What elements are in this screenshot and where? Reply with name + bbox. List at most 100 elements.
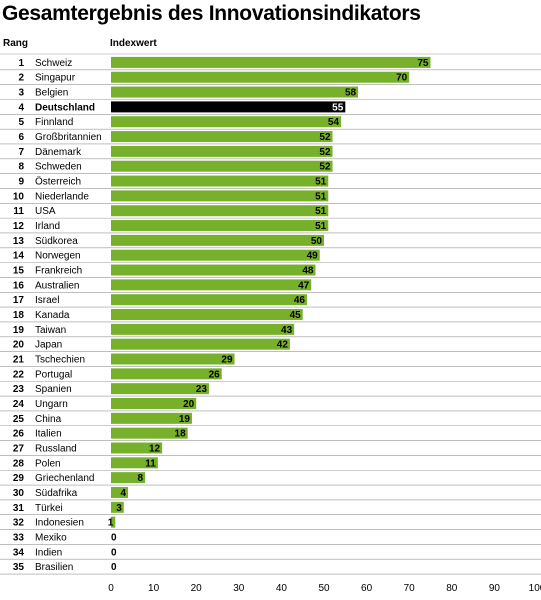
x-tick-label: 70 [404, 583, 416, 594]
rank-label: 25 [13, 414, 25, 425]
rank-label: 13 [13, 236, 25, 247]
value-label: 54 [328, 117, 340, 128]
x-tick-label: 40 [276, 583, 288, 594]
value-label: 51 [315, 206, 327, 217]
country-label: Mexiko [35, 532, 67, 543]
value-label: 43 [281, 325, 293, 336]
country-label: Taiwan [35, 325, 66, 336]
country-label: Australien [35, 280, 79, 291]
value-label: 0 [111, 532, 117, 543]
bar [111, 190, 329, 202]
value-label: 1 [108, 518, 114, 529]
value-label: 55 [332, 102, 344, 113]
bar [111, 175, 329, 187]
rank-label: 33 [13, 532, 25, 543]
value-label: 29 [221, 355, 233, 366]
rank-label: 5 [18, 117, 24, 128]
rank-label: 1 [18, 58, 24, 69]
value-label: 49 [307, 251, 319, 262]
rank-label: 32 [13, 518, 25, 529]
bar [111, 309, 303, 321]
x-tick-label: 30 [233, 583, 245, 594]
rank-label: 21 [13, 355, 25, 366]
country-label: USA [35, 206, 56, 217]
country-label: China [35, 414, 62, 425]
rank-label: 16 [13, 280, 25, 291]
bar [111, 353, 235, 365]
value-label: 58 [345, 88, 357, 99]
value-label: 4 [120, 488, 126, 499]
bar [111, 501, 124, 513]
bar [111, 398, 197, 410]
value-label: 19 [179, 414, 191, 425]
rank-label: 19 [13, 325, 25, 336]
value-label: 52 [319, 162, 331, 173]
country-label: Indonesien [35, 518, 84, 529]
rank-label: 7 [18, 147, 24, 158]
bar-highlight [111, 101, 346, 113]
country-label: Türkei [35, 503, 63, 514]
bar [111, 516, 116, 528]
rank-label: 24 [13, 399, 25, 410]
index-column-header: Indexwert [110, 38, 157, 49]
rank-label: 11 [13, 206, 24, 217]
rank-label: 34 [13, 547, 25, 558]
country-label: Schweiz [35, 58, 72, 69]
value-label: 11 [145, 458, 156, 469]
bar [111, 442, 163, 454]
x-tick-label: 20 [191, 583, 203, 594]
rank-label: 15 [13, 266, 25, 277]
bar [111, 368, 222, 380]
chart-title: Gesamtergebnis des Innovationsindikators [2, 2, 421, 25]
country-label: Österreich [35, 176, 81, 188]
country-label: Japan [35, 340, 62, 351]
country-label: Frankreich [35, 266, 82, 277]
rank-label: 3 [18, 88, 24, 99]
rank-label: 27 [13, 443, 25, 454]
bar [111, 249, 320, 261]
rank-label: 14 [13, 251, 25, 262]
rank-label: 31 [13, 503, 25, 514]
country-label: Tschechien [35, 355, 85, 366]
bar [111, 86, 359, 98]
bar [111, 294, 307, 306]
value-label: 0 [111, 562, 117, 573]
rank-label: 30 [13, 488, 25, 499]
value-label: 45 [290, 310, 302, 321]
country-label: Dänemark [35, 147, 82, 158]
value-label: 8 [138, 473, 144, 484]
value-label: 48 [302, 266, 314, 277]
rank-label: 9 [18, 177, 24, 188]
bar [111, 323, 295, 335]
x-tick-label: 90 [489, 583, 501, 594]
bar [111, 383, 209, 395]
value-label: 70 [396, 73, 408, 84]
x-tick-label: 80 [446, 583, 458, 594]
bar [111, 131, 333, 143]
rank-label: 22 [13, 369, 25, 380]
country-label: Singapur [35, 73, 76, 84]
bar [111, 427, 188, 439]
country-label: Großbritannien [35, 132, 102, 143]
rank-label: 18 [13, 310, 25, 321]
country-label: Spanien [35, 384, 72, 395]
x-tick-label: 60 [361, 583, 373, 594]
rank-label: 28 [13, 458, 25, 469]
country-label: Ungarn [35, 399, 68, 410]
x-tick-label: 10 [148, 583, 160, 594]
country-label: Israel [35, 295, 59, 306]
country-label: Polen [35, 458, 61, 469]
country-label: Belgien [35, 88, 68, 99]
rank-label: 8 [18, 162, 24, 173]
rank-label: 10 [13, 191, 25, 202]
value-label: 75 [417, 58, 429, 69]
value-label: 26 [209, 369, 221, 380]
value-label: 20 [183, 399, 195, 410]
rank-label: 6 [18, 132, 24, 143]
bar [111, 145, 333, 157]
value-label: 12 [149, 443, 161, 454]
country-label: Kanada [35, 310, 70, 321]
value-label: 52 [319, 132, 331, 143]
bar [111, 56, 431, 68]
